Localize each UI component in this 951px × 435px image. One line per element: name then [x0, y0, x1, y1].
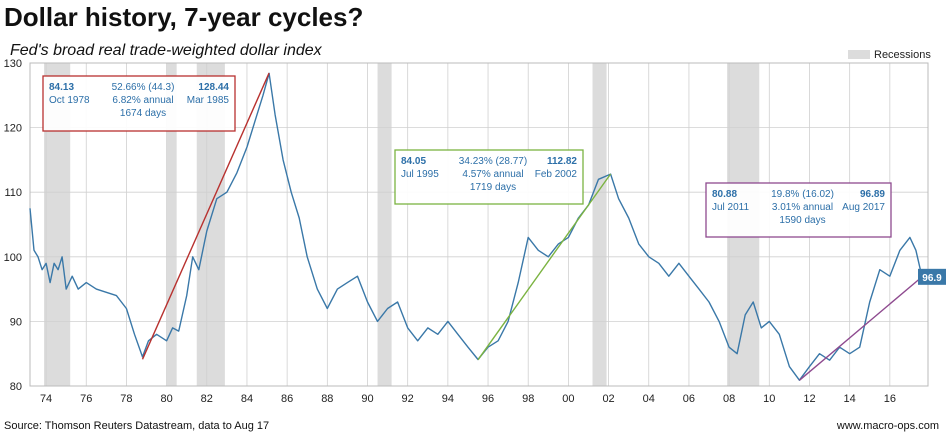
x-tick-label: 14 [844, 393, 856, 405]
last-value-tag [918, 268, 946, 285]
x-tick-label: 84 [241, 393, 253, 405]
chart-title: Dollar history, 7-year cycles? [4, 2, 364, 32]
annotation-end-value: 96.89 [860, 189, 885, 200]
last-value-label: 96.9 [922, 273, 942, 284]
annotation-start-value: 80.88 [712, 189, 737, 200]
trendline-1 [141, 72, 270, 360]
annotation-start-date: Oct 1978 [49, 95, 90, 106]
annotation-annual: 3.01% annual [772, 202, 833, 213]
series-line-0 [29, 72, 923, 381]
annotation-annual: 4.57% annual [462, 169, 523, 180]
recession-band-3 [377, 63, 392, 386]
annotation-box-2 [394, 149, 584, 205]
annotation-change: 34.23% (28.77) [459, 156, 527, 167]
trendline-3 [798, 276, 923, 381]
y-tick-label: 90 [10, 316, 22, 328]
x-tick-label: 94 [442, 393, 454, 405]
trendline-2 [477, 173, 612, 361]
x-tick-label: 88 [321, 393, 333, 405]
annotation-end-date: Mar 1985 [187, 95, 230, 106]
annotation-change: 52.66% (44.3) [112, 82, 175, 93]
annotation-days: 1719 days [470, 182, 516, 193]
annotation-change: 19.8% (16.02) [771, 189, 834, 200]
x-tick-label: 16 [884, 393, 896, 405]
x-tick-label: 78 [120, 393, 132, 405]
x-tick-label: 12 [803, 393, 815, 405]
annotation-box-3 [705, 182, 892, 238]
source-note: Source: Thomson Reuters Datastream, data… [4, 420, 270, 432]
annotation-days: 1674 days [120, 108, 166, 119]
x-tick-label: 10 [763, 393, 775, 405]
y-tick-label: 120 [4, 123, 22, 135]
x-tick-label: 80 [160, 393, 172, 405]
x-tick-label: 06 [683, 393, 695, 405]
annotation-end-value: 128.44 [198, 82, 229, 93]
annotation-end-date: Aug 2017 [842, 202, 885, 213]
x-tick-label: 00 [562, 393, 574, 405]
chart-subtitle: Fed's broad real trade-weighted dollar i… [10, 42, 322, 59]
y-tick-label: 110 [4, 187, 22, 199]
annotations: 84.13 Oct 1978 52.66% (44.3) 6.82% annual 16… [42, 75, 946, 285]
x-tick-label: 96 [482, 393, 494, 405]
annotation-start-date: Jul 1995 [401, 169, 439, 180]
axes: 80 90 100 110 120 130 74 76 78 80 82 84 86 88 90 92 94 96… [4, 58, 929, 405]
x-tick-label: 02 [602, 393, 614, 405]
site-url: www.macro-ops.com [836, 420, 939, 432]
recession-band-4 [592, 63, 607, 386]
series [29, 72, 923, 381]
legend-swatch-recessions [848, 50, 870, 59]
annotation-days: 1590 days [779, 215, 825, 226]
annotation-start-date: Jul 2011 [712, 202, 750, 213]
x-tick-label: 90 [361, 393, 373, 405]
legend-label-recessions: Recessions [874, 49, 931, 61]
annotation-annual: 6.82% annual [112, 95, 173, 106]
y-tick-label: 130 [4, 58, 22, 70]
x-tick-label: 86 [281, 393, 293, 405]
plot-frame [29, 62, 929, 387]
y-tick-label: 80 [10, 381, 22, 393]
recession-band-1 [166, 63, 177, 386]
x-tick-label: 98 [522, 393, 534, 405]
x-tick-label: 92 [402, 393, 414, 405]
y-tick-label: 100 [4, 252, 22, 264]
annotation-box-1 [42, 75, 236, 132]
legend: Recessions [848, 49, 931, 61]
annotation-start-value: 84.05 [401, 156, 426, 167]
x-tick-label: 74 [40, 393, 52, 405]
x-tick-label: 04 [643, 393, 655, 405]
x-tick-label: 08 [723, 393, 735, 405]
annotation-end-value: 112.82 [547, 156, 577, 167]
x-tick-label: 76 [80, 393, 92, 405]
annotation-end-date: Feb 2002 [535, 169, 578, 180]
annotation-start-value: 84.13 [49, 82, 74, 93]
x-tick-label: 82 [201, 393, 213, 405]
trendlines [141, 72, 923, 381]
